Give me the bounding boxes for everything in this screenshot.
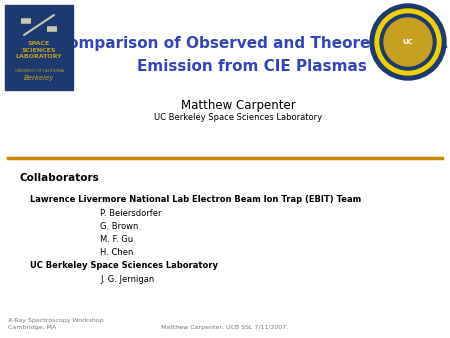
Text: Lawrence Livermore National Lab Electron Beam Ion Trap (EBIT) Team: Lawrence Livermore National Lab Electron… (30, 195, 361, 204)
Text: Matthew Carpenter, UCB SSL 7/11/2007.: Matthew Carpenter, UCB SSL 7/11/2007. (162, 325, 288, 330)
Text: H. Chen: H. Chen (100, 248, 133, 257)
Text: J. G. Jernigan: J. G. Jernigan (100, 275, 154, 284)
Circle shape (375, 9, 441, 75)
Text: UNIVERSITY OF CALIFORNIA: UNIVERSITY OF CALIFORNIA (14, 69, 63, 73)
Text: UC Berkeley Space Sciences Laboratory: UC Berkeley Space Sciences Laboratory (30, 261, 218, 270)
Text: Collaborators: Collaborators (20, 173, 100, 183)
Circle shape (370, 4, 446, 80)
Text: UC: UC (403, 39, 414, 45)
Circle shape (380, 14, 436, 70)
Text: X-Ray Spectroscopy Workshop
Cambridge, MA: X-Ray Spectroscopy Workshop Cambridge, M… (8, 318, 104, 330)
Text: Comparison of Observed and Theoretical Fe L
Emission from CIE Plasmas: Comparison of Observed and Theoretical F… (57, 37, 447, 74)
FancyBboxPatch shape (5, 5, 73, 90)
Text: M. F. Gu: M. F. Gu (100, 235, 133, 244)
Circle shape (384, 18, 432, 66)
Text: Berkeley: Berkeley (24, 75, 54, 81)
Text: Matthew Carpenter: Matthew Carpenter (181, 98, 296, 112)
Text: G. Brown: G. Brown (100, 222, 139, 231)
Text: SPACE
SCIENCES
LABORATORY: SPACE SCIENCES LABORATORY (16, 41, 62, 59)
Text: UC Berkeley Space Sciences Laboratory: UC Berkeley Space Sciences Laboratory (154, 114, 323, 122)
Text: P. Beiersdorfer: P. Beiersdorfer (100, 209, 162, 218)
